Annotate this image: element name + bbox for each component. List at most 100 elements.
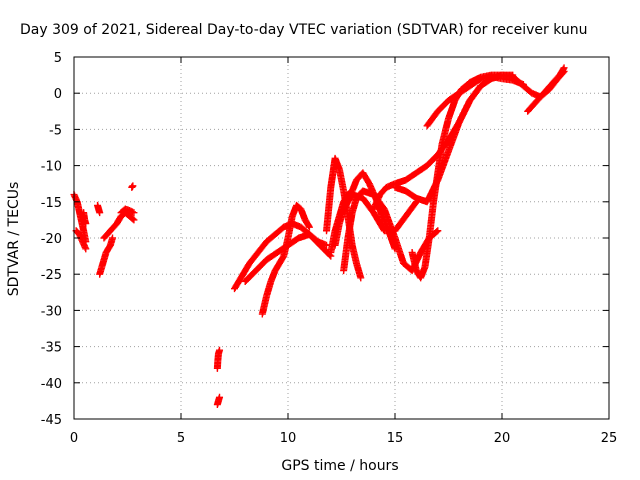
data-trace — [456, 79, 473, 96]
data-trace — [425, 199, 437, 240]
data-trace — [550, 72, 563, 85]
data-trace — [95, 206, 103, 215]
data-trace — [500, 75, 515, 84]
data-trace — [214, 398, 222, 407]
data-trace — [73, 228, 83, 237]
data-trace — [105, 242, 114, 252]
data-trace — [118, 206, 128, 216]
y-tick-label: -15 — [41, 196, 62, 211]
data-trace — [107, 221, 120, 234]
data-trace — [430, 170, 442, 204]
x-tick-label: 15 — [387, 431, 404, 446]
series-arc-02 — [72, 227, 90, 253]
data-trace — [302, 217, 313, 230]
data-trace — [103, 246, 112, 255]
data-trace — [392, 177, 408, 187]
data-trace — [128, 183, 136, 191]
data-trace — [384, 180, 398, 191]
y-tick-label: 5 — [54, 51, 62, 66]
data-trace — [127, 213, 137, 223]
data-trace — [417, 264, 428, 280]
data-trace — [98, 257, 108, 270]
data-trace — [370, 192, 383, 212]
data-trace — [520, 83, 535, 96]
y-tick-label: -35 — [41, 341, 62, 356]
data-trace — [231, 275, 244, 291]
data-trace — [392, 184, 408, 194]
data-trace — [544, 79, 556, 93]
data-trace — [349, 196, 360, 215]
data-trace — [297, 206, 309, 223]
x-axis-title: GPS time / hours — [281, 458, 398, 474]
data-trace — [294, 202, 304, 212]
data-trace — [336, 206, 347, 226]
data-trace — [403, 199, 420, 219]
data-trace — [280, 236, 292, 259]
series-arc-07 — [117, 205, 138, 217]
x-tick-label: 0 — [70, 431, 78, 446]
data-trace — [467, 83, 484, 103]
data-trace — [96, 264, 105, 277]
data-trace — [434, 141, 446, 175]
y-tick-label: -45 — [41, 413, 62, 428]
data-trace — [525, 101, 537, 114]
data-trace — [424, 152, 441, 169]
data-trace — [424, 109, 441, 129]
data-trace — [264, 231, 278, 245]
y-tick-label: -25 — [41, 268, 62, 283]
x-tick-label: 20 — [494, 431, 511, 446]
data-trace — [435, 98, 451, 114]
data-trace — [76, 232, 86, 244]
data-trace — [264, 249, 280, 263]
data-trace — [445, 98, 458, 121]
data-trace — [272, 224, 287, 237]
x-tick-label: 10 — [280, 431, 297, 446]
data-trace — [408, 250, 420, 273]
chart-title: Day 309 of 2021, Sidereal Day-to-day VTE… — [20, 22, 588, 38]
data-trace — [381, 206, 398, 241]
data-trace — [94, 203, 102, 212]
axis-layer: 0 5 10 15 20 25 -45 -40 -35 -30 -25 -20 -15 -10 -5 0 5 — [41, 51, 618, 446]
data-trace — [392, 235, 407, 266]
y-tick-label: -5 — [49, 123, 62, 138]
data-trace — [438, 116, 452, 146]
data-trace — [445, 120, 463, 154]
data-trace — [421, 236, 433, 269]
data-trace — [403, 188, 419, 201]
data-trace — [259, 293, 270, 317]
data-trace — [340, 199, 351, 212]
data-trace — [340, 192, 351, 205]
data-trace — [284, 214, 296, 240]
data-trace — [556, 65, 567, 78]
y-tick-label: -30 — [41, 304, 62, 319]
data-trace — [336, 167, 347, 193]
data-trace — [101, 228, 113, 241]
series-layer — [70, 64, 568, 409]
data-trace — [79, 239, 89, 251]
data-trace — [456, 98, 473, 125]
data-trace — [276, 253, 287, 266]
data-trace — [377, 184, 390, 198]
data-trace — [107, 235, 116, 248]
y-tick-label: -10 — [41, 160, 62, 175]
series-arc-23 — [524, 64, 568, 115]
series-arc-05 — [96, 234, 117, 278]
data-trace — [123, 206, 132, 214]
series-arc-04 — [94, 201, 104, 217]
y-axis-title: SDTVAR / TECUs — [6, 182, 22, 297]
data-trace — [215, 394, 223, 404]
y-tick-label: -40 — [41, 377, 62, 392]
data-trace — [272, 261, 283, 273]
data-trace — [349, 177, 360, 194]
data-trace — [238, 261, 253, 281]
data-trace — [344, 210, 356, 241]
series-arc-09 — [213, 346, 224, 372]
data-trace — [242, 268, 259, 284]
data-trace — [71, 192, 81, 204]
data-trace — [510, 74, 526, 89]
data-trace — [392, 213, 409, 234]
data-trace — [360, 170, 373, 186]
data-trace — [246, 250, 261, 266]
data-trace — [118, 210, 128, 219]
